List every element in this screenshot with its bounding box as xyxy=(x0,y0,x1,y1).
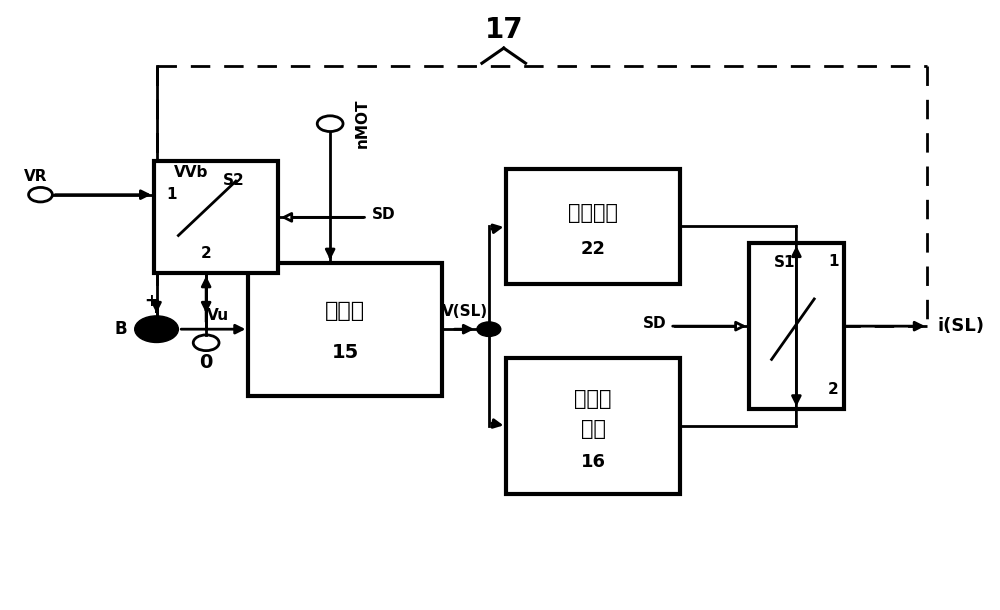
Text: VR: VR xyxy=(24,169,47,184)
Circle shape xyxy=(477,322,501,337)
Bar xyxy=(506,358,680,494)
Text: S2: S2 xyxy=(223,173,245,188)
Text: 16: 16 xyxy=(581,453,606,471)
Bar xyxy=(248,263,442,396)
Text: 2: 2 xyxy=(201,246,212,262)
Text: 曲线: 曲线 xyxy=(581,419,606,439)
Text: 2: 2 xyxy=(828,382,839,398)
Text: +: + xyxy=(145,292,159,310)
Text: 0: 0 xyxy=(199,353,213,371)
Text: VVb: VVb xyxy=(174,165,209,179)
Text: nMOT: nMOT xyxy=(355,99,370,148)
Text: 边界曲线: 边界曲线 xyxy=(568,203,618,223)
Bar xyxy=(749,243,844,409)
Text: 1: 1 xyxy=(167,187,177,202)
Text: 15: 15 xyxy=(331,343,359,362)
Text: 22: 22 xyxy=(581,240,606,259)
Bar xyxy=(506,169,680,284)
Text: S1: S1 xyxy=(774,255,795,270)
Text: 17: 17 xyxy=(484,16,523,44)
Text: i(SL): i(SL) xyxy=(938,317,985,335)
Text: 1: 1 xyxy=(828,254,839,268)
Text: SD: SD xyxy=(643,315,667,331)
Text: B: B xyxy=(114,320,127,338)
Bar xyxy=(154,162,278,273)
Text: Vu: Vu xyxy=(207,309,229,323)
Text: SD: SD xyxy=(372,207,396,222)
Circle shape xyxy=(135,316,178,342)
Text: 泵特性: 泵特性 xyxy=(574,389,612,409)
Text: 限制器: 限制器 xyxy=(325,301,365,321)
Text: V(SL): V(SL) xyxy=(442,304,488,318)
